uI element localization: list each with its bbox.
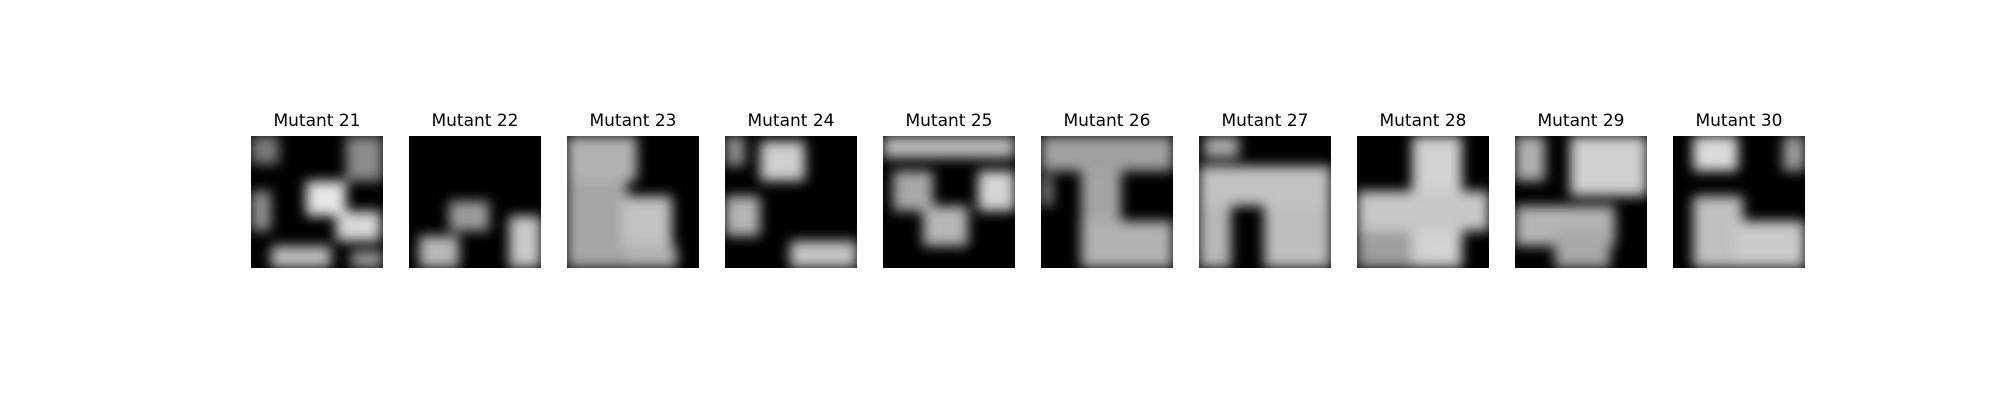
panel-title: Mutant 28: [1379, 111, 1467, 131]
mutant-image: [883, 136, 1015, 268]
panel-title: Mutant 29: [1537, 111, 1625, 131]
mutant-image: [409, 136, 541, 268]
mutant-image: [1041, 136, 1173, 268]
panel-title: Mutant 26: [1063, 111, 1151, 131]
mutant-image: [1199, 136, 1331, 268]
mutant-image: [1515, 136, 1647, 268]
mutant-image: [1673, 136, 1805, 268]
mutant-image: [251, 136, 383, 268]
panel-title: Mutant 25: [905, 111, 993, 131]
mutant-image: [725, 136, 857, 268]
panel-title: Mutant 22: [431, 111, 519, 131]
panel-title: Mutant 30: [1695, 111, 1783, 131]
panel-title: Mutant 21: [273, 111, 361, 131]
mutant-image: [567, 136, 699, 268]
panel-title: Mutant 27: [1221, 111, 1309, 131]
mutant-image: [1357, 136, 1489, 268]
panel-title: Mutant 23: [589, 111, 677, 131]
panel-title: Mutant 24: [747, 111, 835, 131]
